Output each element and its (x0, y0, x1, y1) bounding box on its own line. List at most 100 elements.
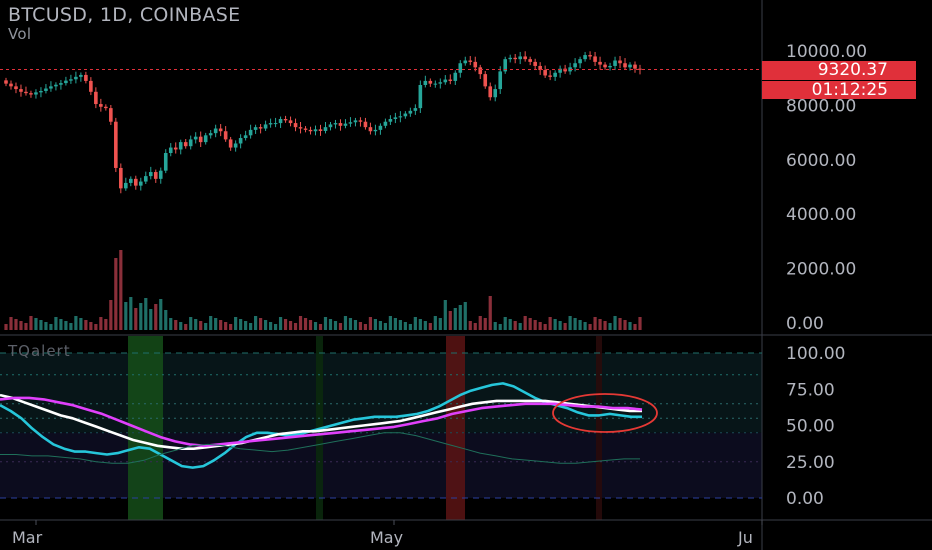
volume-bar (29, 316, 33, 330)
volume-bar (54, 317, 58, 330)
candle-body (413, 108, 418, 111)
indicator-axis-tick: 100.00 (786, 344, 845, 364)
volume-bar (278, 317, 283, 330)
candle-body (173, 147, 178, 150)
indicator-axis-tick: 0.00 (786, 489, 824, 509)
volume-bar (413, 317, 417, 330)
indicator-series-line (0, 382, 642, 469)
candle-body (39, 90, 43, 93)
volume-bar (254, 316, 258, 330)
volume-bar (483, 318, 487, 330)
volume-bar (293, 323, 298, 330)
volume-bar (423, 321, 427, 330)
volume-bar (428, 323, 432, 330)
candle-body (523, 56, 527, 60)
candle-body (353, 120, 358, 123)
volume-bar (19, 321, 23, 330)
candle-body (553, 72, 557, 77)
volume-bar (39, 320, 43, 330)
candle-body (183, 142, 188, 147)
volume-bar (234, 317, 238, 330)
candle-body (59, 83, 63, 85)
volume-bar (438, 318, 442, 330)
volume-bar (398, 320, 402, 330)
indicator-label: TQalert (8, 342, 71, 360)
volume-bar (139, 303, 143, 330)
candle-body (258, 127, 263, 129)
candle-body (408, 110, 413, 114)
volume-bar (578, 320, 582, 330)
candle-body (188, 139, 193, 147)
candle-body (24, 91, 28, 94)
last-price-badge: 9320.37 (762, 61, 916, 80)
volume-bar (34, 318, 38, 330)
volume-bar (189, 317, 193, 330)
volume-bar (628, 322, 632, 330)
candle-body (578, 59, 582, 64)
price-axis-tick: 4000.00 (786, 205, 856, 225)
candle-body (114, 121, 118, 168)
candle-body (238, 138, 243, 144)
candle-body (473, 61, 478, 68)
candle-body (618, 60, 622, 64)
candle-body (89, 80, 93, 92)
volume-bar (14, 319, 18, 330)
candle-body (263, 124, 268, 129)
volume-bar (298, 316, 303, 330)
candle-body (253, 127, 258, 130)
candle-body (383, 121, 388, 126)
candle-body (178, 142, 183, 150)
candle-body (153, 172, 158, 179)
volume-bar (199, 321, 203, 330)
candle-body (348, 122, 353, 124)
volume-bar (528, 318, 532, 330)
candle-body (243, 135, 248, 139)
candle-body (513, 57, 517, 60)
volume-bar (633, 324, 637, 330)
volume-bar (179, 322, 183, 330)
candle-body (99, 104, 103, 107)
candle-body (94, 91, 98, 105)
volume-bar (313, 322, 318, 330)
volume-bar (523, 316, 527, 330)
volume-bar (333, 321, 338, 330)
candle-body (503, 59, 508, 72)
volume-bar (518, 323, 522, 330)
candle-body (488, 86, 493, 98)
volume-bar (64, 321, 68, 330)
volume-bar (583, 322, 587, 330)
volume-bar (174, 320, 178, 330)
candle-body (483, 74, 488, 87)
volume-bar (588, 324, 592, 330)
candle-body (458, 63, 463, 73)
volume-bar (363, 324, 368, 330)
countdown-badge: 01:12:25 (762, 80, 916, 100)
candle-body (124, 182, 128, 189)
volume-bar (538, 322, 542, 330)
candle-body (133, 178, 138, 186)
candle-body (378, 125, 383, 130)
candle-body (453, 72, 458, 81)
candle-body (268, 123, 273, 125)
volume-bar (598, 319, 602, 330)
candle-body (298, 127, 303, 129)
volume-bar (114, 258, 118, 330)
volume-bar (463, 302, 467, 330)
volume-bar (44, 322, 48, 330)
volume-bar (548, 317, 552, 330)
volume-bar (144, 298, 148, 330)
price-axis-tick: 2000.00 (786, 260, 856, 280)
volume-bar (328, 319, 333, 330)
volume-bar (373, 319, 378, 330)
indicator-lower-band (0, 432, 762, 498)
indicator-axis-tick: 25.00 (786, 453, 835, 473)
volume-bar (164, 310, 168, 330)
indicator-upper-band (0, 353, 762, 433)
volume-bar (84, 320, 88, 330)
candle-body (388, 119, 393, 122)
volume-bar (433, 316, 437, 330)
volume-bar (224, 322, 228, 330)
candle-body (508, 57, 513, 60)
volume-bar (478, 316, 482, 330)
volume-bar (638, 317, 642, 330)
